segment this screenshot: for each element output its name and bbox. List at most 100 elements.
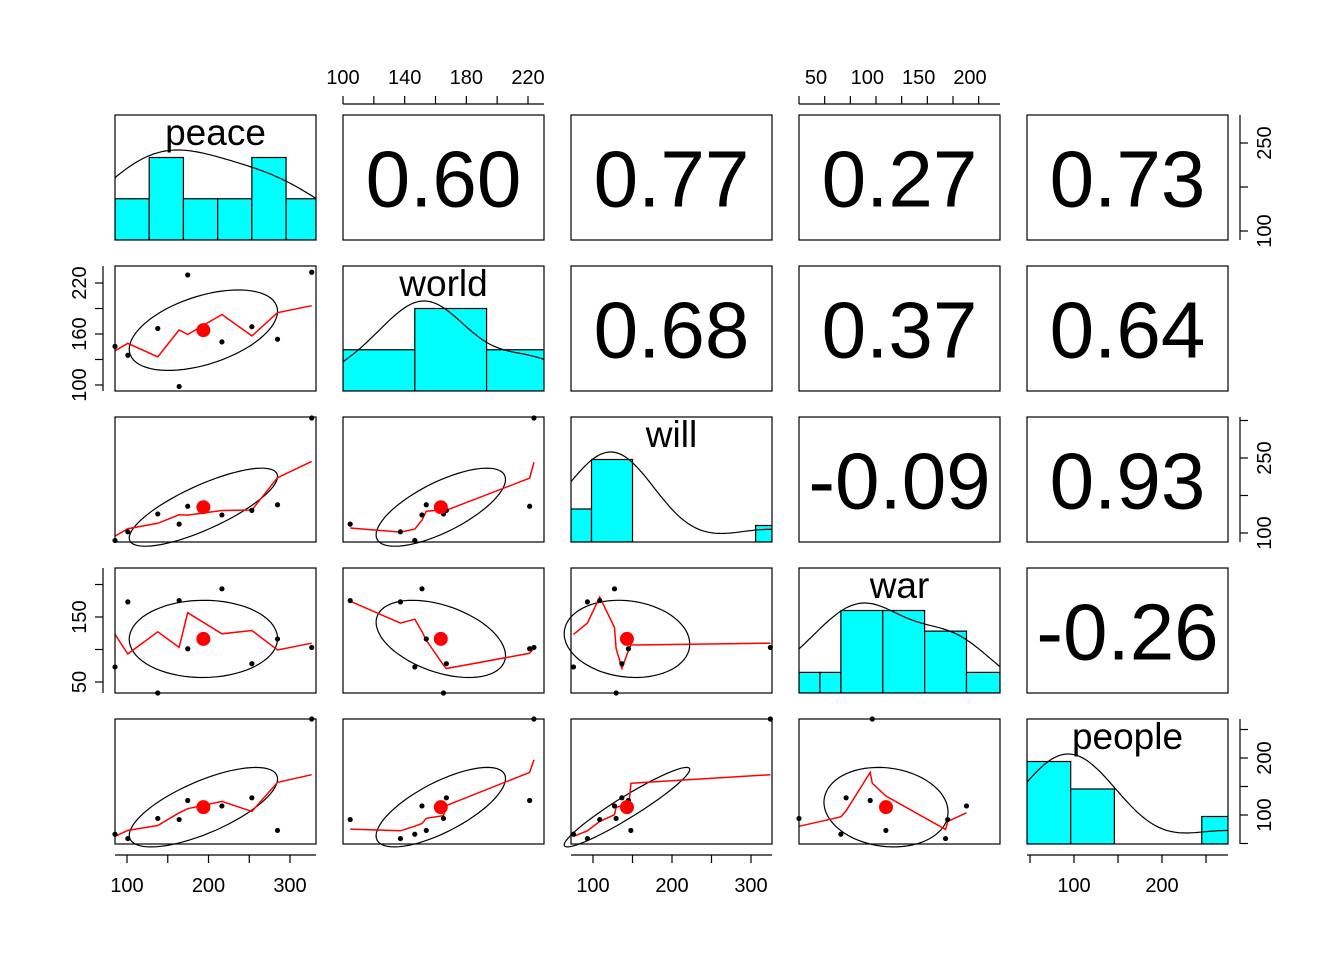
centroid-point bbox=[433, 631, 448, 646]
tick-label: 100 bbox=[1254, 516, 1276, 549]
data-point bbox=[883, 827, 889, 834]
variable-label-peace: peace bbox=[165, 112, 266, 153]
data-point bbox=[219, 803, 225, 809]
data-point bbox=[843, 795, 849, 801]
data-point bbox=[176, 383, 182, 390]
tick-label: 100 bbox=[69, 368, 91, 401]
panel-will-peace bbox=[112, 415, 317, 547]
data-point bbox=[155, 815, 161, 822]
correlation-value: -0.09 bbox=[808, 437, 990, 526]
data-point bbox=[185, 503, 191, 509]
panel-border bbox=[1026, 567, 1229, 694]
histogram-bar bbox=[590, 458, 634, 542]
tick-label: 200 bbox=[655, 875, 688, 897]
tick-label: 100 bbox=[1057, 875, 1090, 897]
top-axis-world: 100 140 180 220 bbox=[326, 67, 545, 105]
panel-border bbox=[570, 416, 773, 543]
panel-peace-war bbox=[798, 114, 1001, 241]
data-point bbox=[309, 415, 315, 421]
data-point bbox=[527, 797, 533, 804]
histogram-bar bbox=[414, 307, 488, 391]
smoother-line bbox=[114, 460, 313, 537]
data-point bbox=[419, 512, 425, 518]
data-point bbox=[527, 503, 533, 509]
histogram-bar bbox=[115, 198, 150, 240]
right-axis-people: 100 200 bbox=[1239, 719, 1276, 845]
panel-war-will bbox=[563, 567, 773, 696]
tick-label: 100 bbox=[851, 67, 884, 89]
data-point bbox=[155, 325, 161, 332]
bottom-axis-peace: 100 200 300 bbox=[110, 854, 316, 897]
panel-border bbox=[1026, 265, 1229, 392]
histogram-bar bbox=[1027, 760, 1072, 844]
panel-border bbox=[570, 114, 773, 241]
data-point bbox=[412, 664, 418, 670]
smoother-line bbox=[114, 304, 312, 358]
histogram-peace bbox=[115, 149, 316, 240]
panel-people-world bbox=[342, 716, 545, 848]
data-point bbox=[185, 646, 191, 652]
data-point bbox=[527, 646, 533, 652]
density-curve bbox=[571, 451, 772, 535]
correlation-ellipse bbox=[128, 289, 279, 371]
data-point bbox=[274, 636, 281, 642]
data-point bbox=[274, 502, 281, 508]
histogram-will bbox=[571, 451, 772, 542]
tick-label: 200 bbox=[192, 875, 225, 897]
data-point bbox=[412, 831, 418, 837]
data-point bbox=[443, 661, 449, 667]
tick-label: 100 bbox=[1254, 798, 1276, 831]
left-axis-world: 100 160 220 bbox=[69, 266, 104, 402]
panel-border bbox=[342, 265, 545, 392]
data-point bbox=[176, 597, 182, 604]
histogram-bar bbox=[799, 671, 821, 693]
variable-label-will: will bbox=[645, 414, 697, 455]
data-point bbox=[219, 339, 225, 345]
smoother-line bbox=[114, 773, 312, 838]
density-curve bbox=[115, 149, 316, 200]
top-axis-war: 50 100 150 200 bbox=[798, 67, 1000, 105]
panel-border bbox=[1026, 416, 1229, 543]
tick-label: 300 bbox=[734, 875, 767, 897]
tick-label: 140 bbox=[388, 67, 421, 89]
correlation-value: -0.26 bbox=[1036, 588, 1218, 677]
tick-label: 200 bbox=[1254, 741, 1276, 774]
data-point bbox=[249, 661, 255, 667]
data-point bbox=[531, 644, 537, 651]
data-point bbox=[274, 336, 281, 342]
histogram-bar bbox=[754, 524, 772, 542]
data-point bbox=[219, 586, 225, 592]
panel-border bbox=[114, 265, 317, 392]
histogram-bar bbox=[148, 156, 185, 240]
panel-peace-world bbox=[342, 114, 545, 241]
variable-label-war: war bbox=[869, 565, 930, 606]
centroid-point bbox=[196, 800, 211, 815]
data-point bbox=[155, 511, 161, 517]
data-point bbox=[397, 529, 404, 535]
data-point bbox=[397, 599, 404, 605]
histogram-bar bbox=[882, 609, 926, 693]
smoother-line bbox=[350, 462, 535, 533]
panel-border bbox=[342, 416, 545, 543]
data-point bbox=[423, 827, 429, 834]
correlation-value: 0.68 bbox=[594, 286, 750, 375]
histogram-bar bbox=[819, 671, 842, 693]
tick-label: 50 bbox=[805, 67, 827, 89]
data-point bbox=[176, 816, 182, 823]
panel-border bbox=[342, 718, 545, 845]
panel-war-peace bbox=[112, 567, 317, 696]
panel-will-world bbox=[342, 415, 545, 547]
data-point bbox=[423, 636, 429, 642]
correlation-value: 0.77 bbox=[594, 135, 750, 224]
correlation-ellipse bbox=[375, 467, 507, 547]
data-point bbox=[584, 835, 591, 842]
data-point bbox=[347, 521, 353, 527]
panel-border bbox=[570, 718, 773, 845]
panel-border bbox=[114, 718, 317, 845]
data-point bbox=[176, 521, 182, 527]
data-point bbox=[597, 816, 603, 823]
histogram-bar bbox=[1070, 788, 1115, 844]
data-point bbox=[125, 835, 131, 842]
correlation-ellipse bbox=[375, 766, 507, 848]
histogram-people bbox=[1027, 753, 1228, 844]
